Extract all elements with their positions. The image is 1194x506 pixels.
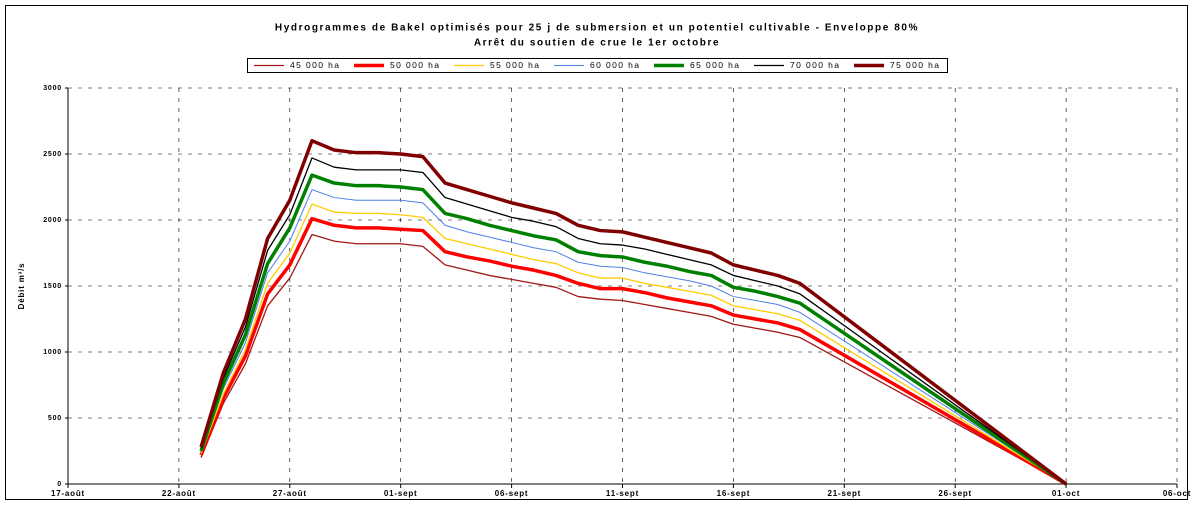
x-tick-label: 26-sept xyxy=(938,489,972,498)
x-tick-label: 06-sept xyxy=(495,489,529,498)
y-axis-label: Débit m³/s xyxy=(17,263,26,310)
series-line xyxy=(199,173,1068,486)
series-line xyxy=(200,157,1067,485)
x-tick-label: 21-sept xyxy=(827,489,861,498)
x-tick-label: 01-oct xyxy=(1052,489,1080,498)
x-tick-label: 11-sept xyxy=(606,489,639,498)
x-tick-label: 17-août xyxy=(51,489,85,498)
legend-label: 50 000 ha xyxy=(390,60,440,70)
x-tick-label: 16-sept xyxy=(717,489,751,498)
legend-label: 55 000 ha xyxy=(490,60,540,70)
x-tick-label: 27-août xyxy=(273,489,307,498)
legend-label: 75 000 ha xyxy=(890,60,940,70)
x-tick-label: 06-oct xyxy=(1163,489,1191,498)
series-line xyxy=(200,203,1067,485)
legend-box xyxy=(247,58,948,73)
y-tick-label: 3000 xyxy=(43,85,62,92)
chart-title: Hydrogrammes de Bakel optimisés pour 25 … xyxy=(275,23,919,34)
y-tick-label: 1500 xyxy=(43,283,62,290)
y-tick-label: 2500 xyxy=(43,151,62,158)
y-tick-label: 1000 xyxy=(43,349,62,356)
legend-label: 70 000 ha xyxy=(790,60,840,70)
series-line xyxy=(199,139,1068,486)
chart-border xyxy=(5,5,1188,500)
y-tick-label: 0 xyxy=(57,481,62,488)
legend-label: 45 000 ha xyxy=(290,60,340,70)
y-tick-label: 2000 xyxy=(43,217,62,224)
legend-label: 60 000 ha xyxy=(590,60,640,70)
x-tick-label: 22-août xyxy=(162,489,196,498)
series-line xyxy=(199,216,1067,486)
series-line xyxy=(200,189,1067,485)
series-line xyxy=(200,233,1067,485)
x-tick-label: 01-sept xyxy=(384,489,418,498)
legend-label: 65 000 ha xyxy=(690,60,740,70)
y-tick-label: 500 xyxy=(48,415,62,422)
chart-subtitle: Arrêt du soutien de crue le 1er octobre xyxy=(474,38,720,49)
